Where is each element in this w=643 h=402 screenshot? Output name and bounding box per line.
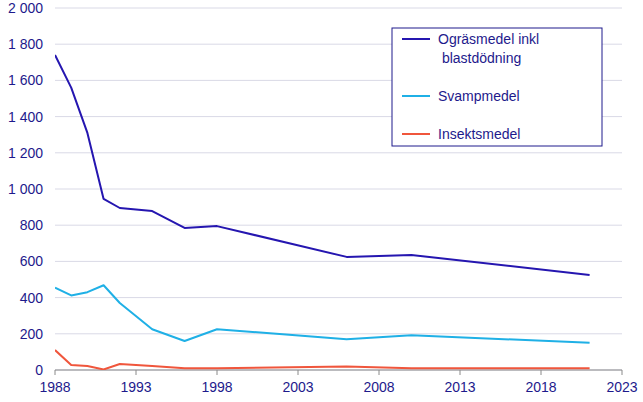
grid-line [55,333,622,334]
x-tick-label: 1993 [120,379,151,395]
legend-label: Insektsmedel [438,126,520,142]
legend-label-line: Ogräsmedel inkl [438,31,539,47]
x-tick [217,370,218,375]
x-tick-label: 2008 [363,379,394,395]
y-tick-label: 1 000 [8,181,43,197]
y-tick-label: 800 [20,217,44,233]
legend-swatch [402,38,430,40]
y-tick-label: 400 [20,290,44,306]
y-tick-label: 1 800 [8,36,43,52]
x-tick-label: 1998 [201,379,232,395]
legend-label: Svampmedel [438,88,520,104]
x-tick-label: 1988 [39,379,70,395]
x-tick-label: 2018 [525,379,556,395]
legend-box [392,28,602,146]
grid-line [55,297,622,298]
x-tick [622,370,623,375]
grid-line [55,370,622,371]
grid-line [55,261,622,262]
x-tick [55,370,56,375]
x-tick-label: 2013 [444,379,475,395]
x-tick [298,370,299,375]
legend-swatch [402,95,430,97]
legend-swatch [402,133,430,135]
y-tick-label: 2 000 [8,0,43,16]
grid-line [55,152,622,153]
x-tick [136,370,137,375]
y-tick-label: 0 [35,362,43,378]
series-line [55,285,590,343]
legend-label-line: Insektsmedel [438,126,520,142]
x-tick-label: 2023 [606,379,637,395]
x-axis [55,370,622,371]
x-tick [541,370,542,375]
legend-label-line: blastdödning [438,50,521,66]
legend-label: Ogräsmedel inkl blastdödning [438,31,539,66]
series-line [55,350,590,369]
grid-line [55,225,622,226]
plot-area [55,55,590,369]
y-tick-label: 1 400 [8,109,43,125]
x-tick [379,370,380,375]
y-tick-label: 200 [20,326,44,342]
series-line [55,55,590,275]
y-tick-label: 600 [20,253,44,269]
chart: 0 200 400 600 800 1 000 1 200 1 400 1 600 1 800 2 … [0,0,643,402]
x-tick [460,370,461,375]
y-tick-label: 1 600 [8,72,43,88]
legend-label-line: Svampmedel [438,88,520,104]
grid-line [55,189,622,190]
legend: Ogräsmedel inkl blastdödning Svampmedel In… [392,28,602,146]
y-tick-label: 1 200 [8,145,43,161]
x-tick-label: 2003 [282,379,313,395]
grid-line [55,8,622,9]
